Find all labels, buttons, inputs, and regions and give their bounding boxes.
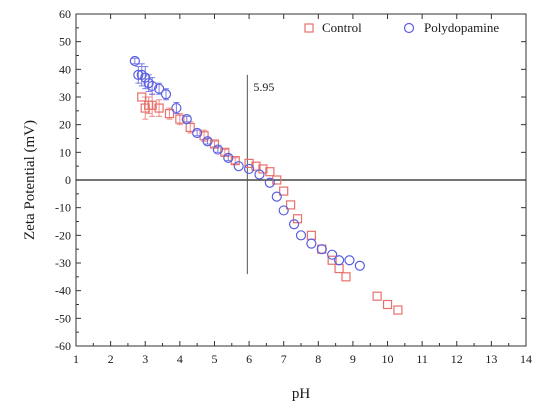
- x-tick-label: 11: [416, 352, 428, 366]
- series-control: [137, 92, 403, 315]
- data-point-square: [292, 214, 303, 224]
- annotation-label: 5.95: [253, 80, 274, 94]
- data-point-circle: [264, 177, 275, 188]
- data-point-square: [286, 200, 296, 210]
- data-point-square: [244, 158, 254, 168]
- y-tick-label: 10: [59, 145, 71, 159]
- y-tick-label: -30: [55, 256, 71, 270]
- data-point-circle: [171, 102, 182, 114]
- data-point-circle: [327, 249, 338, 260]
- legend-label: Control: [322, 20, 362, 35]
- data-point-circle: [192, 127, 203, 139]
- x-tick-label: 2: [108, 352, 114, 366]
- y-tick-label: -20: [55, 228, 71, 242]
- data-point-circle: [306, 238, 317, 249]
- y-tick-label: 40: [59, 62, 71, 76]
- data-point-square: [327, 255, 337, 265]
- x-tick-label: 1: [73, 352, 79, 366]
- data-point-circle: [133, 69, 144, 80]
- data-point-circle: [333, 255, 345, 266]
- data-marks: [129, 55, 403, 315]
- data-point-circle: [243, 163, 255, 175]
- data-point-circle: [223, 152, 234, 163]
- y-tick-label: -10: [55, 201, 71, 215]
- y-tick-label: -40: [55, 284, 71, 298]
- data-point-circle: [344, 255, 355, 266]
- data-point-circle: [212, 144, 224, 155]
- x-tick-label: 12: [451, 352, 463, 366]
- legend-marker-square: [304, 23, 314, 33]
- x-tick-label: 3: [142, 352, 148, 366]
- data-point-square: [185, 122, 195, 133]
- x-tick-label: 6: [246, 352, 252, 366]
- x-tick-label: 5: [211, 352, 217, 366]
- data-point-circle: [271, 191, 282, 202]
- data-point-circle: [278, 205, 289, 216]
- data-point-circle: [181, 114, 192, 125]
- data-point-square: [251, 161, 261, 171]
- y-tick-label: 30: [59, 90, 71, 104]
- y-tick-label: 20: [59, 118, 71, 132]
- series-polydopamine: [129, 55, 365, 271]
- annotation: 5.95: [246, 74, 274, 275]
- x-tick-label: 8: [315, 352, 321, 366]
- y-tick-label: 50: [59, 35, 71, 49]
- x-tick-label: 4: [177, 352, 183, 366]
- data-point-circle: [233, 161, 244, 172]
- y-tick-label: -60: [55, 339, 71, 353]
- y-tick-label: 0: [65, 173, 71, 187]
- data-point-square: [175, 114, 185, 124]
- data-point-circle: [160, 89, 172, 100]
- data-point-circle: [316, 244, 327, 255]
- x-tick-label: 7: [281, 352, 287, 366]
- legend: Control Polydopamine: [304, 20, 499, 35]
- data-point-circle: [129, 55, 140, 67]
- data-point-square: [334, 263, 344, 274]
- x-tick-label: 10: [382, 352, 394, 366]
- axes: 1 2 3 4 5 6 7 8 9 10 11 12 13 146050403020100-10-20-3…: [55, 7, 532, 366]
- data-point-square: [272, 175, 282, 185]
- y-axis-label: Zeta Potential (mV): [22, 120, 38, 240]
- data-point-circle: [147, 80, 158, 92]
- data-point-circle: [295, 230, 307, 241]
- data-point-square: [258, 164, 268, 174]
- data-point-square: [265, 167, 275, 177]
- data-point-circle: [288, 219, 300, 230]
- data-point-circle: [143, 78, 154, 89]
- data-point-square: [372, 291, 382, 301]
- y-tick-label: 60: [59, 7, 71, 21]
- x-axis-label: pH: [292, 386, 311, 402]
- data-point-circle: [254, 169, 265, 180]
- data-point-circle: [202, 136, 213, 147]
- x-tick-label: 13: [485, 352, 497, 366]
- legend-marker-circle: [403, 22, 415, 34]
- x-tick-label: 14: [520, 352, 532, 366]
- data-point-square: [279, 186, 289, 196]
- data-point-square: [154, 103, 164, 113]
- data-point-square: [147, 100, 157, 110]
- data-point-square: [382, 299, 393, 310]
- data-point-square: [393, 305, 403, 315]
- data-point-square: [341, 272, 351, 282]
- legend-label: Polydopamine: [424, 20, 499, 35]
- data-point-circle: [354, 260, 365, 271]
- x-tick-label: 9: [350, 352, 356, 366]
- y-tick-label: -50: [55, 311, 71, 325]
- data-point-square: [306, 230, 316, 240]
